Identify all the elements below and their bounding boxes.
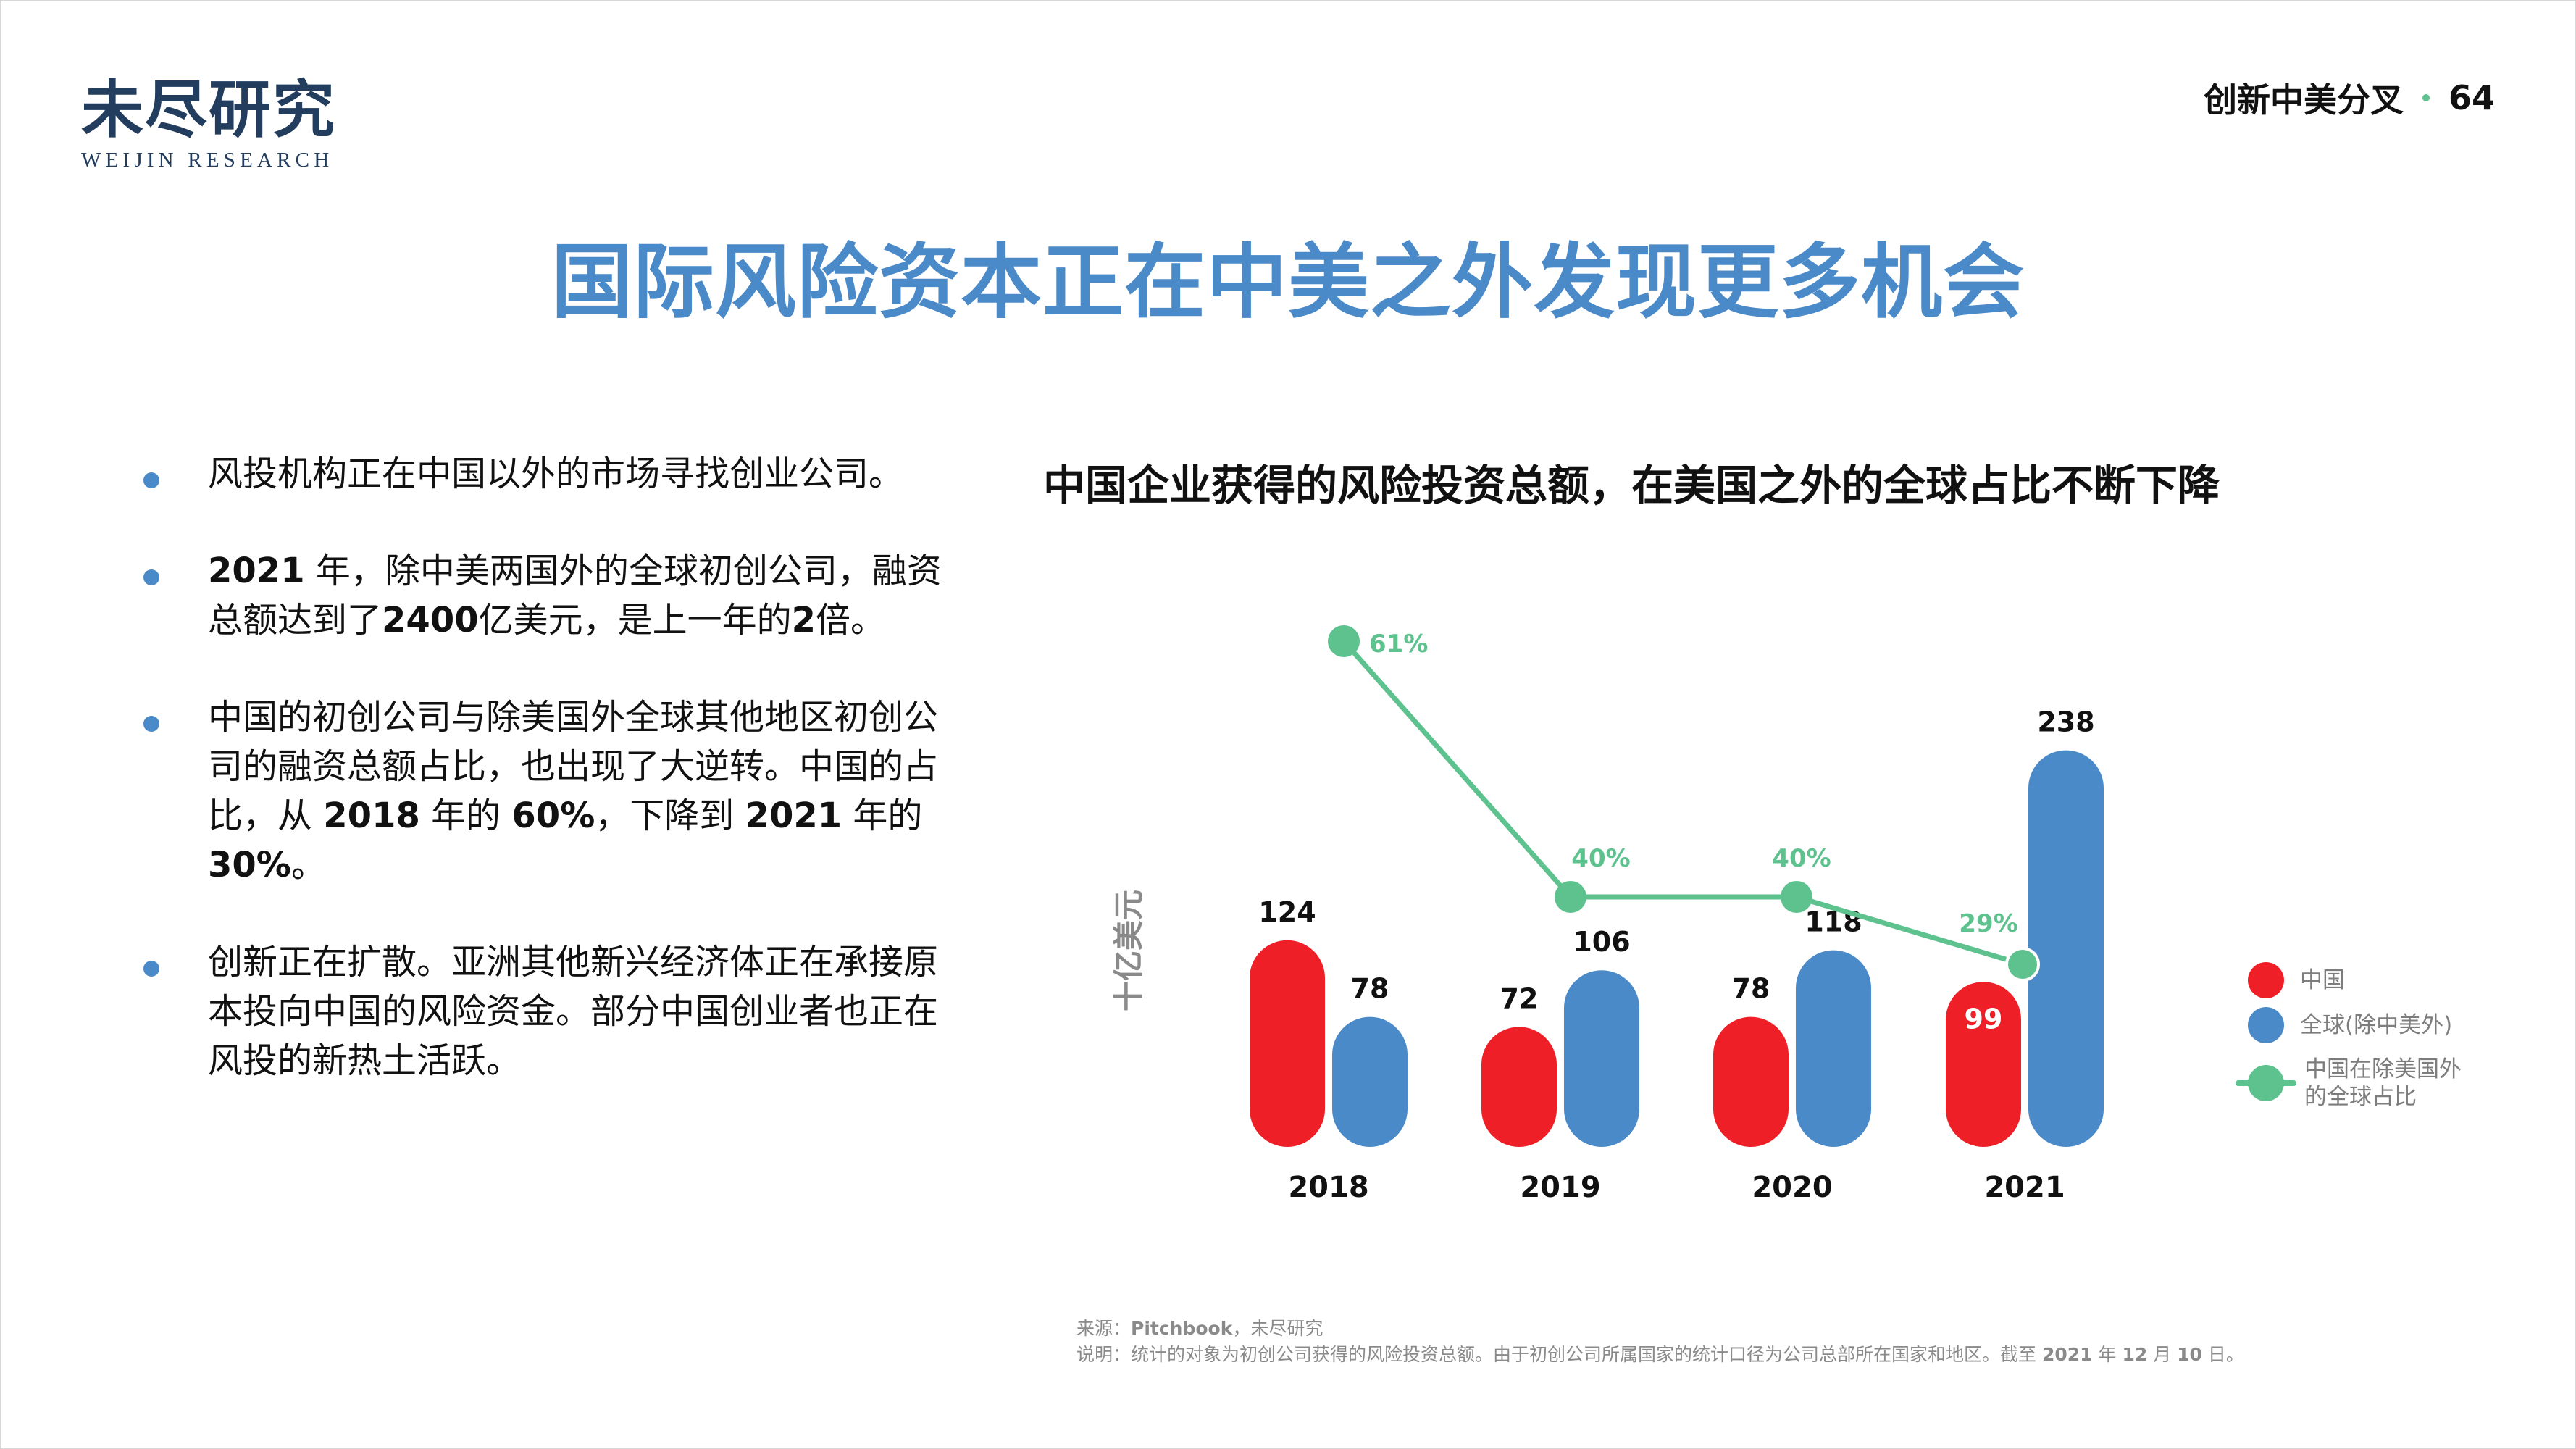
logo-chinese-name: 未尽研究 (81, 73, 336, 146)
bullet-item: 创新正在扩散。亚洲其他新兴经济体正在承接原本投向中国的风险资金。部分中国创业者也… (138, 938, 956, 1085)
source-note: 来源：Pitchbook，未尽研究 (1076, 1318, 1323, 1339)
section-title: 创新中美分叉 (2203, 80, 2404, 120)
bullet-text: 2021 年，除中美两国外的全球初创公司，融资总额达到了2400亿美元，是上一年… (208, 551, 942, 640)
bullet-list: 风投机构正在中国以外的市场寻找创业公司。 2021 年，除中美两国外的全球初创公… (138, 449, 956, 1133)
logo-english-name: WEIJIN RESEARCH (81, 149, 334, 172)
page-title: 国际风险资本正在中美之外发现更多机会 (551, 235, 2025, 330)
bullet-text: 风投机构正在中国以外的市场寻找创业公司。 (208, 454, 904, 494)
bullet-dot-icon (143, 569, 159, 585)
section-header: 创新中美分叉 64 (2204, 72, 2495, 123)
explanation-note: 说明：统计的对象为初创公司获得的风险投资总额。由于初创公司所属国家的统计口径为公… (1076, 1344, 2244, 1365)
bullet-item: 2021 年，除中美两国外的全球初创公司，融资总额达到了2400亿美元，是上一年… (138, 546, 956, 645)
legend-item-share: 中国在除美国外的全球占比 (2236, 1051, 2471, 1116)
bullet-item: 风投机构正在中国以外的市场寻找创业公司。 (138, 449, 956, 498)
bullet-text: 中国的初创公司与除美国外全球其他地区初创公司的融资总额占比，也出现了大逆转。中国… (208, 697, 939, 885)
bullet-dot-icon (143, 716, 159, 732)
chart-title: 中国企业获得的风险投资总额，在美国之外的全球占比不断下降 (1043, 461, 2220, 510)
bullet-dot-icon (143, 961, 159, 977)
chart-legend: 中国 全球(除中美外) 中国在除美国外的全球占比 (2236, 958, 2471, 1116)
separator-dot-icon (2422, 94, 2430, 101)
red-dot-icon (2248, 962, 2284, 998)
y-axis-label: 十亿美元 (1111, 889, 1147, 1012)
bullet-dot-icon (143, 472, 159, 488)
legend-item-china: 中国 (2236, 958, 2471, 1003)
legend-item-global: 全球(除中美外) (2236, 1003, 2471, 1048)
bullet-text: 创新正在扩散。亚洲其他新兴经济体正在承接原本投向中国的风险资金。部分中国创业者也… (208, 942, 939, 1081)
line-marker-icon (2236, 1065, 2296, 1101)
page-number: 64 (2448, 78, 2495, 117)
bullet-item: 中国的初创公司与除美国外全球其他地区初创公司的融资总额占比，也出现了大逆转。中国… (138, 693, 956, 890)
blue-dot-icon (2248, 1007, 2284, 1043)
logo: 未尽研究 WEIJIN RESEARCH (81, 74, 342, 172)
footnotes: 来源：Pitchbook，未尽研究 说明：统计的对象为初创公司获得的风险投资总额… (1076, 1316, 2244, 1368)
